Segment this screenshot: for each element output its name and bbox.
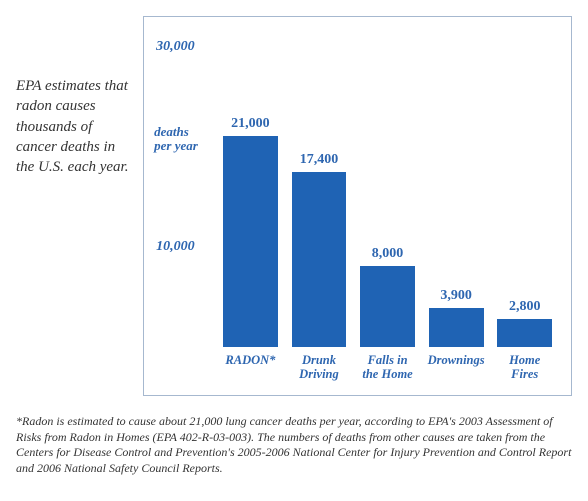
y-label-max: 30,000 [156,39,195,55]
y-unit-line1: deaths [154,124,189,139]
bar-rect [429,308,484,347]
y-label-unit: deaths per year [154,125,198,154]
bar-value: 17,400 [292,152,347,172]
bar-value: 21,000 [223,116,278,136]
bar-value: 2,800 [497,299,552,319]
bar-label: Drownings [418,347,495,367]
bar-label: RADON* [212,347,289,367]
bars-container: 21,000RADON* 17,400DrunkDriving8,000Falls… [216,45,559,347]
y-unit-line2: per year [154,138,198,153]
bar: 8,000Falls inthe Home [360,266,415,347]
footnote: *Radon is estimated to cause about 21,00… [16,414,572,476]
plot-area: 21,000RADON* 17,400DrunkDriving8,000Falls… [216,45,559,347]
bar-rect [497,319,552,347]
side-caption: EPA estimates that radon causes thousand… [16,16,143,177]
bar-value: 3,900 [429,288,484,308]
bar-rect [292,172,347,347]
chart-box: 30,000 deaths per year 10,000 21,000RADO… [143,16,572,396]
top-row: EPA estimates that radon causes thousand… [16,16,572,396]
bar-rect [223,136,278,347]
bar-label: Falls inthe Home [349,347,426,382]
bar: 21,000RADON* [223,136,278,347]
bar: 3,900Drownings [429,308,484,347]
bar-label: DrunkDriving [281,347,358,382]
bar: 2,800HomeFires [497,319,552,347]
y-label-mid: 10,000 [156,239,195,255]
bar: 17,400DrunkDriving [292,172,347,347]
bar-value: 8,000 [360,246,415,266]
bar-label: HomeFires [486,347,563,382]
bar-rect [360,266,415,347]
